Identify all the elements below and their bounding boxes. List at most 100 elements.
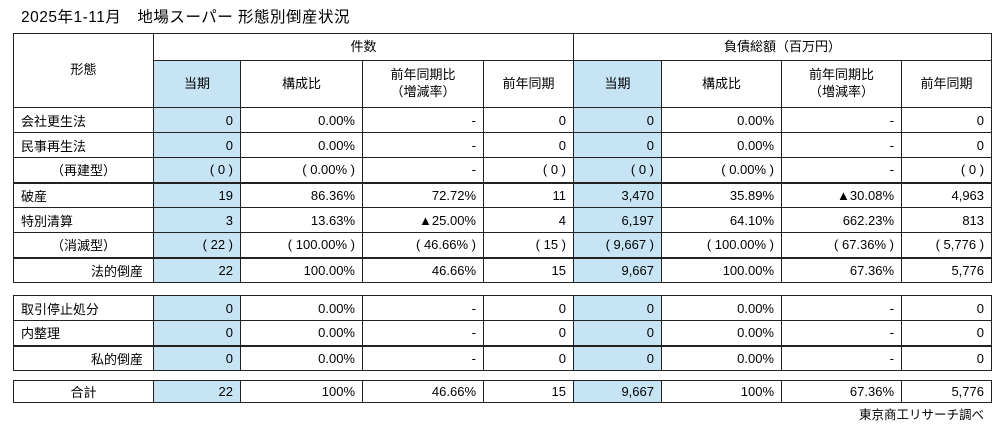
cell-kensu-zennen-douki: 4 bbox=[482, 207, 575, 233]
cell-kensu-zennen-hi: - bbox=[362, 295, 484, 321]
cell-kensu-toki: 19 bbox=[153, 181, 241, 208]
cell-fusai-zennen-douki: 813 bbox=[901, 207, 993, 233]
cell-kensu-zennen-hi: - bbox=[362, 107, 484, 133]
cell-kensu-kouseihi: 100.00% bbox=[240, 256, 363, 283]
table-section-total: 合計 22 100% 46.66% 15 9,667 100% 67.36% 5,776 bbox=[13, 380, 992, 403]
col-header-fusai-toki: 当期 bbox=[573, 60, 663, 108]
col-header-kensu-toki: 当期 bbox=[153, 60, 241, 108]
cell-kensu-toki: 0 bbox=[153, 320, 241, 346]
cell-kensu-zennen-hi: - bbox=[362, 132, 484, 158]
cell-fusai-zennen-douki: ( 5,776 ) bbox=[901, 232, 993, 258]
table-row: 特別清算 3 13.63% ▲25.00% 4 6,197 64.10% 662.23% 813 bbox=[13, 207, 993, 233]
page-title: 2025年1-11月 地場スーパー 形態別倒産状況 bbox=[21, 9, 351, 26]
cell-kensu-zennen-hi: 72.72% bbox=[362, 181, 484, 208]
cell-kensu-zennen-hi: - bbox=[362, 344, 484, 371]
cell-fusai-zennen-hi: 662.23% bbox=[781, 207, 903, 233]
cell-kensu-zennen-douki: ( 15 ) bbox=[482, 232, 575, 258]
cell-kensu-kouseihi: 0.00% bbox=[240, 132, 363, 158]
cell-fusai-kouseihi: 0.00% bbox=[661, 107, 783, 133]
col-header-kensu-zennen-douki: 前年同期 bbox=[482, 60, 575, 108]
table-section-legal-bankruptcy: 形態 件数 負債総額（百万円） 当期 構成比 前年同期比 （増減率） 前年同期 当期 構成… bbox=[13, 33, 993, 283]
row-label: 特別清算 bbox=[13, 207, 154, 233]
cell-fusai-zennen-douki: 5,776 bbox=[901, 256, 993, 283]
cell-fusai-kouseihi: ( 0.00% ) bbox=[661, 157, 783, 183]
source-note: 東京商工リサーチ調べ bbox=[858, 408, 984, 422]
cell-kensu-toki: 0 bbox=[153, 344, 241, 371]
cell-kensu-zennen-douki: ( 0 ) bbox=[482, 157, 575, 183]
cell-fusai-zennen-hi: - bbox=[781, 107, 903, 133]
cell-fusai-toki: 0 bbox=[573, 295, 662, 321]
cell-fusai-zennen-douki: 5,776 bbox=[901, 380, 992, 403]
cell-fusai-zennen-douki: 0 bbox=[901, 295, 992, 321]
cell-fusai-toki: 9,667 bbox=[573, 380, 662, 403]
table-row: 民事再生法 0 0.00% -0 0 0.00% -0 bbox=[13, 132, 993, 158]
row-label: 民事再生法 bbox=[13, 132, 154, 158]
cell-fusai-zennen-douki: 0 bbox=[901, 320, 992, 346]
col-header-kensu-zennen-hi: 前年同期比 （増減率） bbox=[362, 60, 484, 108]
cell-fusai-kouseihi: 100% bbox=[661, 380, 782, 403]
row-label: 破産 bbox=[13, 181, 154, 208]
cell-fusai-zennen-hi: ( 67.36% ) bbox=[781, 232, 903, 258]
cell-kensu-zennen-douki: 15 bbox=[483, 380, 574, 403]
col-header-fusai-zennen-douki: 前年同期 bbox=[901, 60, 993, 108]
cell-fusai-kouseihi: 0.00% bbox=[661, 320, 782, 346]
cell-kensu-toki: ( 0 ) bbox=[153, 157, 241, 183]
col-group-kensu: 件数 bbox=[152, 33, 575, 61]
cell-fusai-zennen-douki: 0 bbox=[901, 132, 993, 158]
header-sub-row: 当期 構成比 前年同期比 （増減率） 前年同期 当期 構成比 前年同期比 （増減率） 前年同期 bbox=[14, 60, 993, 108]
table-row: 私的倒産 0 0.00% -0 0 0.00% -0 bbox=[13, 344, 992, 371]
table-section-private-bankruptcy: 取引停止処分 0 0.00% -0 0 0.00% -0 内整理 0 0.00% -0 0 0.00% -… bbox=[13, 295, 992, 371]
cell-kensu-toki: 22 bbox=[153, 256, 241, 283]
cell-kensu-toki: 0 bbox=[153, 107, 241, 133]
cell-fusai-toki: 0 bbox=[573, 320, 662, 346]
cell-kensu-kouseihi: 86.36% bbox=[240, 181, 363, 208]
cell-kensu-toki: 0 bbox=[153, 132, 241, 158]
cell-fusai-kouseihi: 35.89% bbox=[661, 181, 783, 208]
col-header-kensu-kouseihi: 構成比 bbox=[240, 60, 363, 108]
cell-fusai-zennen-hi: - bbox=[781, 344, 902, 371]
cell-fusai-kouseihi: 100.00% bbox=[661, 256, 783, 283]
row-label: 私的倒産 bbox=[13, 344, 154, 371]
table-row: 内整理 0 0.00% -0 0 0.00% -0 bbox=[13, 320, 992, 346]
row-label: 取引停止処分 bbox=[13, 295, 154, 321]
cell-kensu-kouseihi: 0.00% bbox=[240, 107, 363, 133]
table-row: 破産 19 86.36% 72.72% 11 3,470 35.89% ▲30.08% 4,96… bbox=[13, 181, 993, 208]
row-label: 法的倒産 bbox=[13, 256, 154, 283]
cell-fusai-kouseihi: 64.10% bbox=[661, 207, 783, 233]
cell-fusai-toki: ( 9,667 ) bbox=[573, 232, 663, 258]
row-label: 合計 bbox=[13, 380, 154, 403]
bankruptcy-status-table: 形態 件数 負債総額（百万円） 当期 構成比 前年同期比 （増減率） 前年同期 当期 構成… bbox=[13, 33, 993, 403]
cell-fusai-zennen-douki: 0 bbox=[901, 107, 993, 133]
cell-kensu-zennen-douki: 0 bbox=[483, 320, 574, 346]
cell-kensu-kouseihi: 13.63% bbox=[240, 207, 363, 233]
col-header-keitai: 形態 bbox=[13, 33, 154, 108]
table-row: 法的倒産 22 100.00% 46.66% 15 9,667 100.00% 67.36% 5… bbox=[13, 256, 993, 283]
cell-kensu-toki: 22 bbox=[153, 380, 241, 403]
cell-fusai-zennen-hi: 67.36% bbox=[781, 380, 902, 403]
col-header-fusai-zennen-hi: 前年同期比 （増減率） bbox=[781, 60, 903, 108]
cell-fusai-kouseihi: 0.00% bbox=[661, 295, 782, 321]
cell-fusai-kouseihi: 0.00% bbox=[661, 344, 782, 371]
row-label: （消滅型） bbox=[13, 232, 154, 258]
cell-fusai-toki: 9,667 bbox=[573, 256, 663, 283]
cell-kensu-kouseihi: ( 0.00% ) bbox=[240, 157, 363, 183]
header-group-row: 形態 件数 負債総額（百万円） bbox=[13, 33, 993, 108]
table-row: 会社更生法 0 0.00% -0 0 0.00% -0 bbox=[13, 107, 993, 133]
cell-kensu-toki: 0 bbox=[153, 295, 241, 321]
cell-kensu-zennen-hi: 46.66% bbox=[362, 380, 484, 403]
cell-kensu-zennen-hi: ▲25.00% bbox=[362, 207, 484, 233]
cell-fusai-toki: 0 bbox=[573, 107, 663, 133]
cell-kensu-zennen-douki: 11 bbox=[482, 181, 575, 208]
row-label: 会社更生法 bbox=[13, 107, 154, 133]
cell-fusai-zennen-douki: 0 bbox=[901, 344, 992, 371]
cell-kensu-zennen-douki: 0 bbox=[482, 107, 575, 133]
cell-fusai-zennen-hi: - bbox=[781, 295, 902, 321]
table-row: 取引停止処分 0 0.00% -0 0 0.00% -0 bbox=[13, 295, 992, 321]
cell-kensu-toki: 3 bbox=[153, 207, 241, 233]
cell-fusai-toki: 0 bbox=[573, 132, 663, 158]
cell-fusai-zennen-hi: ▲30.08% bbox=[781, 181, 903, 208]
cell-kensu-zennen-douki: 15 bbox=[482, 256, 575, 283]
cell-kensu-zennen-hi: 46.66% bbox=[362, 256, 484, 283]
col-group-fusai-sogaku: 負債総額（百万円） bbox=[573, 33, 993, 61]
